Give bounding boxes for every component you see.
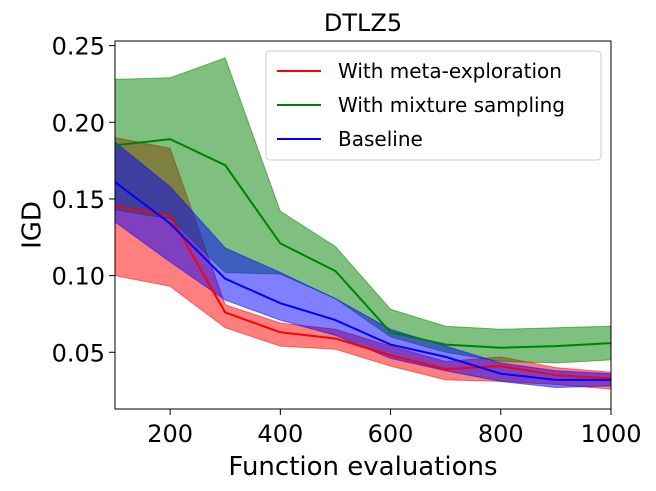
y-tick-label: 0.25: [52, 33, 105, 61]
series-line-1: [114, 205, 612, 380]
legend: With meta-exploration With mixture sampli…: [265, 50, 602, 161]
x-tick-label: 200: [147, 420, 193, 448]
x-tick-label: 1000: [580, 420, 641, 448]
y-tick-label: 0.10: [52, 263, 105, 291]
x-axis-label: Function evaluations: [228, 452, 497, 482]
y-tick-label: 0.05: [52, 339, 105, 367]
legend-box: [265, 50, 602, 161]
series-line-3: [114, 181, 611, 381]
series-line-2: [114, 138, 612, 349]
legend-label-1: With meta-exploration: [338, 59, 562, 83]
y-axis-ticks: 0.05 0.10 0.15 0.20 0.25: [52, 33, 115, 367]
x-tick-label: 800: [478, 420, 524, 448]
series-lines: [114, 138, 612, 381]
x-axis-ticks: 200 400 600 800 1000: [147, 409, 642, 448]
y-tick-label: 0.15: [52, 186, 105, 214]
axes-frame: [114, 40, 612, 410]
y-axis-label: IGD: [18, 201, 48, 249]
y-tick-label: 0.20: [52, 109, 105, 137]
x-tick-label: 400: [257, 420, 303, 448]
x-tick-label: 600: [368, 420, 414, 448]
legend-label-2: With mixture sampling: [338, 93, 565, 117]
legend-label-3: Baseline: [338, 127, 423, 151]
chart-title: DTLZ5: [324, 9, 402, 37]
